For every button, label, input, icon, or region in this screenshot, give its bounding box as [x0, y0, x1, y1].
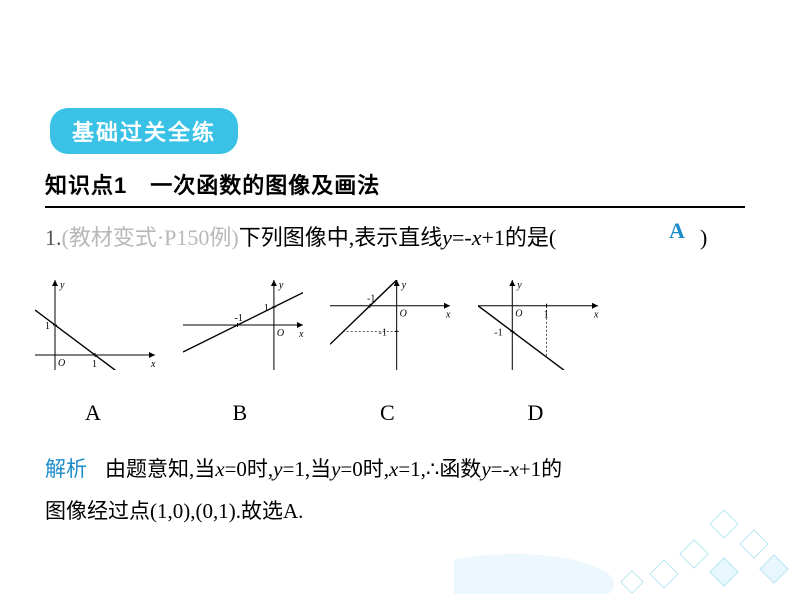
graph-row: xyO11xyO-11xyO-1-1xyO1-1	[35, 280, 625, 380]
graph-option-c: x y O -1 -1	[330, 280, 478, 380]
equation: y	[442, 225, 452, 250]
svg-text:1: 1	[92, 359, 97, 370]
svg-text:1: 1	[543, 310, 548, 321]
graph-labels: ABCD	[35, 400, 625, 426]
question-source: (教材变式·P150例)	[62, 225, 239, 250]
graph-option-a: x y O 1 1	[35, 280, 183, 380]
svg-text:O: O	[515, 309, 522, 320]
svg-text:x: x	[593, 310, 599, 321]
svg-text:O: O	[276, 328, 283, 339]
svg-text:-1: -1	[494, 327, 502, 338]
svg-text:y: y	[516, 280, 522, 291]
option-label: D	[478, 400, 626, 426]
therefore: ∴	[426, 457, 439, 481]
option-label: A	[35, 400, 183, 426]
option-label: C	[330, 400, 478, 426]
answer-letter: A	[669, 218, 685, 244]
svg-text:x: x	[150, 359, 156, 370]
close-paren: )	[700, 225, 707, 251]
svg-text:1: 1	[45, 321, 50, 332]
svg-text:y: y	[401, 280, 407, 291]
svg-text:y: y	[59, 280, 65, 291]
graph-option-d: x y O 1 -1	[478, 280, 626, 380]
svg-text:-1: -1	[367, 294, 375, 305]
svg-text:x: x	[445, 310, 451, 321]
svg-text:O: O	[400, 309, 407, 320]
explanation: 解析由题意知,当x=0时,y=1,当y=0时,x=1,∴函数y=-x+1的 图像…	[45, 448, 755, 532]
question-stem: 1.(教材变式·P150例)下列图像中,表示直线y=-x+1的是(	[45, 220, 755, 255]
graph-option-b: xyO-11	[183, 280, 331, 380]
explain-pre: 由题意知,当	[105, 457, 215, 481]
stem-before: 下列图像中,表示直线	[239, 225, 443, 250]
stem-after: 的是(	[505, 225, 556, 250]
explain-line2: 图像经过点(1,0),(0,1).故选A.	[45, 499, 303, 523]
explain-label: 解析	[45, 457, 87, 481]
subsection-title: 知识点1 一次函数的图像及画法	[45, 168, 745, 208]
svg-text:y: y	[277, 280, 283, 291]
question-number: 1.	[45, 225, 62, 250]
svg-text:x: x	[298, 329, 304, 340]
svg-text:O: O	[58, 358, 65, 369]
section-badge: 基础过关全练	[50, 108, 238, 154]
svg-text:-1: -1	[379, 327, 387, 338]
option-label: B	[183, 400, 331, 426]
